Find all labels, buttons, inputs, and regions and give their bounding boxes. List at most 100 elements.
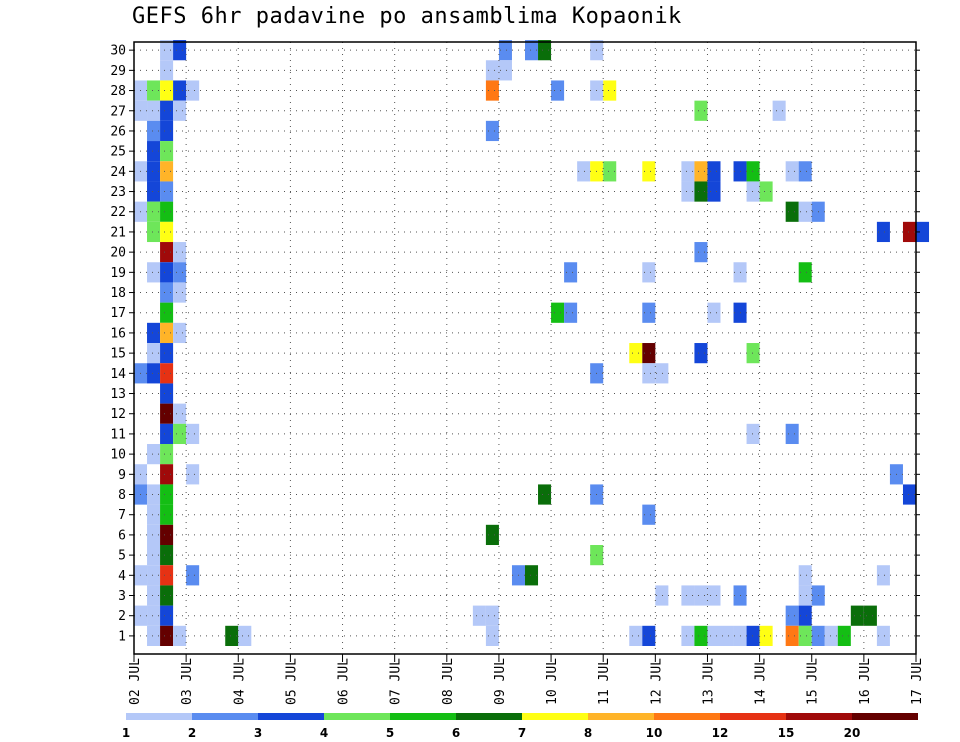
y-tick-label: 29 — [110, 64, 126, 79]
y-tick-label: 2 — [118, 609, 126, 624]
heat-cell — [681, 625, 695, 646]
heat-cell — [160, 181, 174, 202]
colorbar-label: 7 — [518, 726, 526, 740]
colorbar-swatch — [390, 713, 456, 720]
y-tick-label: 20 — [110, 246, 126, 261]
colorbar-swatch — [852, 713, 918, 720]
heat-cell — [147, 181, 161, 202]
heat-cell — [225, 625, 239, 646]
heat-cell — [785, 423, 799, 445]
heat-cell — [642, 262, 656, 283]
heat-cell — [707, 302, 721, 323]
x-tick-label: 05 JUL — [284, 658, 299, 705]
y-tick-label: 30 — [110, 44, 126, 59]
heat-cell — [160, 423, 174, 445]
heat-cell — [538, 40, 552, 61]
heat-cell — [824, 625, 838, 646]
heat-cell — [173, 80, 187, 101]
heat-cell — [642, 302, 656, 323]
heat-cell — [485, 120, 499, 142]
colorbar-label: 8 — [584, 726, 592, 740]
heat-cell — [564, 302, 578, 323]
x-tick-label: 15 JUL — [806, 658, 821, 705]
heat-cell — [525, 40, 539, 61]
heat-cell — [160, 484, 174, 505]
heat-cell — [681, 585, 695, 606]
x-tick-label: 12 JUL — [649, 658, 664, 705]
y-tick-label: 14 — [110, 367, 126, 382]
heat-cell — [916, 221, 930, 243]
heat-cell — [160, 504, 174, 525]
x-tick-label: 11 JUL — [597, 658, 612, 705]
heat-cell — [485, 524, 499, 546]
heat-cell — [798, 262, 812, 283]
heat-cell — [681, 181, 695, 202]
heat-cell — [551, 80, 565, 101]
heat-cell — [707, 161, 721, 182]
colorbar-label: 15 — [778, 726, 795, 740]
colorbar-swatch — [786, 713, 852, 720]
heat-cell — [707, 585, 721, 606]
colorbar-swatch — [654, 713, 720, 720]
plot-frame — [133, 41, 917, 655]
heat-cell — [238, 625, 252, 646]
heat-cell — [746, 625, 760, 646]
heat-cell — [160, 565, 174, 586]
y-tick-label: 19 — [110, 266, 126, 281]
heat-cell — [160, 201, 174, 222]
colorbar-label: 6 — [452, 726, 460, 740]
heat-cell — [147, 605, 161, 626]
colorbar-swatch — [588, 713, 654, 720]
heat-cell — [160, 585, 174, 606]
heat-cell — [694, 181, 708, 202]
heat-cell — [173, 403, 187, 424]
cells-layer — [134, 40, 930, 646]
heat-cell — [160, 383, 174, 404]
heat-cell — [798, 585, 812, 606]
heat-cell — [694, 625, 708, 646]
x-tick-label: 17 JUL — [910, 658, 925, 705]
heat-cell — [186, 565, 200, 586]
heat-cell — [485, 625, 499, 646]
heat-cell — [798, 605, 812, 626]
heat-cell — [759, 181, 773, 202]
y-tick-label: 7 — [118, 508, 126, 523]
colorbar-label: 3 — [254, 726, 262, 740]
y-tick-label: 15 — [110, 347, 126, 362]
heat-cell — [160, 141, 174, 162]
x-tick-label: 08 JUL — [441, 658, 456, 705]
heat-cell — [186, 423, 200, 445]
heat-cell — [720, 625, 734, 646]
heat-cell — [160, 40, 174, 61]
x-tick-label: 10 JUL — [545, 658, 560, 705]
y-tick-label: 12 — [110, 407, 126, 422]
heat-cell — [160, 161, 174, 182]
y-tick-label: 9 — [118, 468, 126, 483]
heat-cell — [902, 484, 916, 505]
heat-cell — [160, 625, 174, 646]
x-tick-label: 06 JUL — [337, 658, 352, 705]
heat-cell — [837, 625, 851, 646]
heat-cell — [147, 625, 161, 646]
heat-cell — [498, 60, 512, 81]
colorbar-swatch — [456, 713, 522, 720]
heat-cell — [160, 343, 174, 364]
heat-cell — [160, 302, 174, 323]
heat-cell — [655, 363, 669, 384]
heat-cell — [186, 80, 200, 101]
y-tick-label: 22 — [110, 205, 126, 220]
heat-cell — [785, 625, 799, 646]
heat-cell — [785, 605, 799, 626]
heat-cell — [629, 343, 643, 364]
heat-cell — [485, 60, 499, 81]
colorbar-label: 4 — [320, 726, 328, 740]
heat-cell — [173, 282, 187, 303]
heat-cell — [147, 161, 161, 182]
heat-cell — [147, 565, 161, 586]
heat-cell — [603, 80, 617, 101]
heat-cell — [707, 181, 721, 202]
heat-cell — [642, 363, 656, 384]
heat-cell — [160, 322, 174, 344]
x-tick-label: 14 JUL — [754, 658, 769, 705]
heat-cell — [147, 545, 161, 566]
